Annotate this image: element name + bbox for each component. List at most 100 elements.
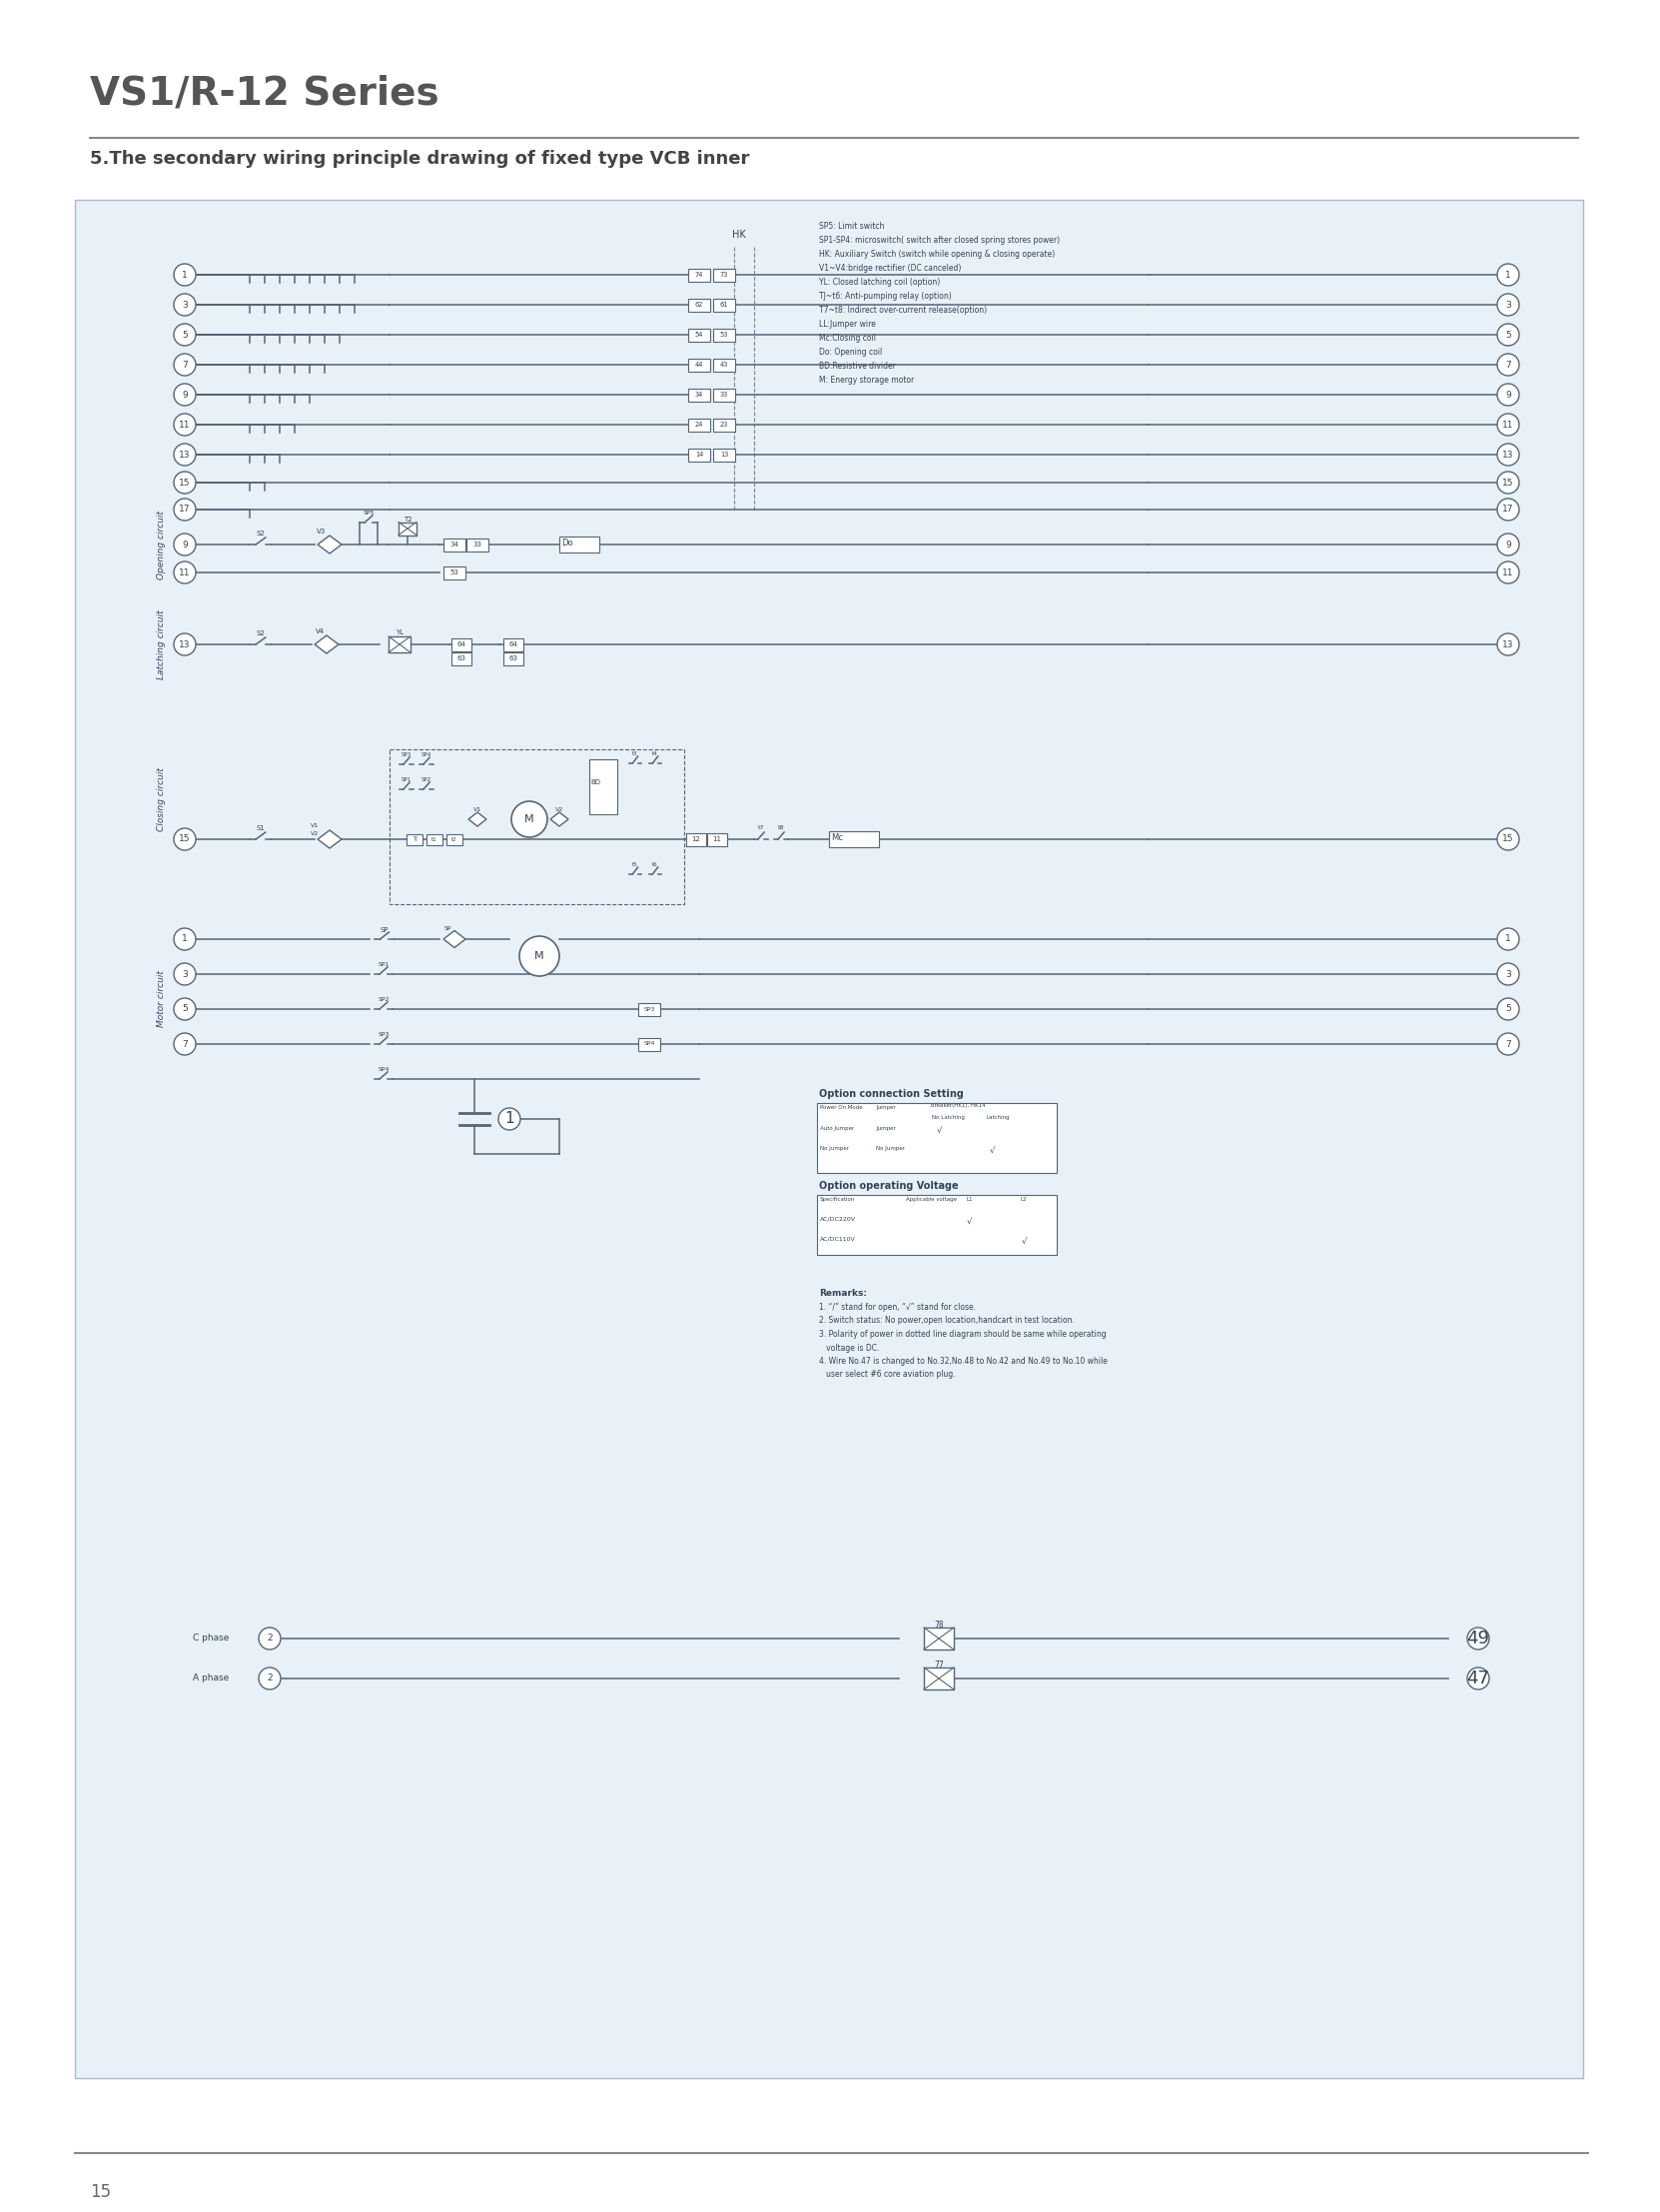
Circle shape bbox=[1497, 533, 1519, 555]
Text: 15: 15 bbox=[90, 2183, 111, 2201]
Text: 44: 44 bbox=[696, 363, 704, 367]
Circle shape bbox=[1467, 1668, 1489, 1690]
Text: √: √ bbox=[966, 1217, 973, 1225]
Text: 11: 11 bbox=[1502, 568, 1514, 577]
Text: BD:Resistive divider: BD:Resistive divider bbox=[818, 363, 896, 372]
Text: 15: 15 bbox=[179, 834, 191, 843]
Text: A phase: A phase bbox=[193, 1674, 229, 1683]
Text: TJ~t6: Anti-pumping relay (option): TJ~t6: Anti-pumping relay (option) bbox=[818, 292, 951, 301]
Text: M: Energy storage motor: M: Energy storage motor bbox=[818, 376, 915, 385]
Polygon shape bbox=[443, 931, 465, 947]
Text: 11: 11 bbox=[712, 836, 722, 843]
Text: 4. Wire No.47 is changed to No.32,No.48 to No.42 and No.49 to No.10 while: 4. Wire No.47 is changed to No.32,No.48 … bbox=[818, 1356, 1107, 1365]
Text: Mc: Mc bbox=[832, 834, 843, 843]
Text: 34: 34 bbox=[696, 392, 704, 398]
Text: SP: SP bbox=[443, 927, 452, 931]
Text: V1: V1 bbox=[473, 807, 481, 812]
Text: 43: 43 bbox=[720, 363, 729, 367]
Text: SP: SP bbox=[380, 927, 388, 933]
Text: Specification: Specification bbox=[820, 1197, 855, 1201]
Text: TJ: TJ bbox=[412, 836, 417, 843]
Text: 7: 7 bbox=[1506, 361, 1511, 369]
Text: 2. Switch status: No power,open location,handcart in test location.: 2. Switch status: No power,open location… bbox=[818, 1316, 1074, 1325]
Text: T7~t8: Indirect over-current release(option): T7~t8: Indirect over-current release(opt… bbox=[818, 305, 988, 314]
Text: 54: 54 bbox=[696, 332, 704, 338]
Text: 23: 23 bbox=[720, 422, 729, 427]
Circle shape bbox=[259, 1668, 281, 1690]
Text: Latching: Latching bbox=[986, 1115, 1009, 1119]
Text: 33: 33 bbox=[720, 392, 729, 398]
Text: 13: 13 bbox=[1502, 639, 1514, 648]
Text: M: M bbox=[525, 814, 535, 825]
Text: 9: 9 bbox=[183, 389, 188, 398]
Bar bbox=[503, 637, 523, 650]
Text: SP3: SP3 bbox=[402, 752, 412, 757]
Text: 3: 3 bbox=[1506, 301, 1511, 310]
Text: 2: 2 bbox=[267, 1635, 272, 1644]
Bar bbox=[925, 1668, 954, 1690]
Bar bbox=[452, 653, 471, 666]
Text: SP1-SP4: microswitch( switch after closed spring stores power): SP1-SP4: microswitch( switch after close… bbox=[818, 237, 1059, 246]
Bar bbox=[714, 268, 735, 281]
Text: 9: 9 bbox=[1506, 540, 1511, 549]
Circle shape bbox=[174, 498, 196, 520]
Text: S2: S2 bbox=[256, 531, 266, 538]
Circle shape bbox=[1497, 633, 1519, 655]
Text: 53: 53 bbox=[720, 332, 729, 338]
Bar bbox=[390, 750, 684, 905]
Text: 2: 2 bbox=[267, 1674, 272, 1683]
Text: 1: 1 bbox=[183, 270, 188, 279]
Text: V1: V1 bbox=[310, 823, 319, 827]
Bar bbox=[689, 327, 710, 341]
Text: 34: 34 bbox=[450, 542, 458, 549]
Bar bbox=[714, 299, 735, 312]
Text: voltage is DC.: voltage is DC. bbox=[818, 1343, 880, 1352]
Text: C phase: C phase bbox=[193, 1635, 229, 1644]
Text: t5: t5 bbox=[632, 863, 637, 867]
Circle shape bbox=[1497, 998, 1519, 1020]
Circle shape bbox=[174, 471, 196, 493]
Text: SP4: SP4 bbox=[422, 752, 432, 757]
Text: VS1/R-12 Series: VS1/R-12 Series bbox=[90, 75, 440, 113]
Circle shape bbox=[1497, 354, 1519, 376]
Text: 73: 73 bbox=[720, 272, 729, 279]
Text: Option connection Setting: Option connection Setting bbox=[818, 1088, 964, 1099]
Text: Power On Mode: Power On Mode bbox=[820, 1106, 863, 1110]
Text: 13: 13 bbox=[720, 451, 729, 458]
Text: 11: 11 bbox=[179, 420, 191, 429]
Bar bbox=[503, 653, 523, 666]
Text: 1: 1 bbox=[183, 936, 188, 945]
Circle shape bbox=[1497, 414, 1519, 436]
Circle shape bbox=[174, 263, 196, 285]
Text: Jumper: Jumper bbox=[876, 1106, 896, 1110]
Text: 12: 12 bbox=[692, 836, 701, 843]
Bar bbox=[447, 834, 463, 845]
Text: V4: V4 bbox=[315, 628, 324, 635]
Bar bbox=[714, 449, 735, 460]
Bar bbox=[714, 327, 735, 341]
Bar bbox=[925, 1628, 954, 1650]
Text: 11: 11 bbox=[1502, 420, 1514, 429]
Circle shape bbox=[174, 827, 196, 849]
Text: 5: 5 bbox=[183, 330, 188, 338]
Text: Remarks:: Remarks: bbox=[818, 1290, 867, 1298]
Text: 5.The secondary wiring principle drawing of fixed type VCB inner: 5.The secondary wiring principle drawing… bbox=[90, 150, 749, 168]
Bar bbox=[817, 1104, 1057, 1172]
Text: 64: 64 bbox=[510, 641, 518, 648]
Text: No Jumper: No Jumper bbox=[876, 1146, 905, 1150]
Polygon shape bbox=[317, 830, 342, 847]
Bar bbox=[714, 418, 735, 431]
Text: t4: t4 bbox=[652, 752, 657, 757]
Circle shape bbox=[174, 633, 196, 655]
Bar bbox=[689, 387, 710, 400]
Text: No Latching: No Latching bbox=[931, 1115, 964, 1119]
Text: t3: t3 bbox=[632, 752, 637, 757]
Text: 9: 9 bbox=[183, 540, 188, 549]
Text: 78: 78 bbox=[935, 1621, 943, 1630]
Circle shape bbox=[1467, 1628, 1489, 1650]
Text: YL: YL bbox=[395, 630, 403, 635]
Text: Jumper: Jumper bbox=[876, 1126, 896, 1130]
Text: Auto Jumper: Auto Jumper bbox=[820, 1126, 855, 1130]
Circle shape bbox=[1497, 498, 1519, 520]
Text: T2: T2 bbox=[403, 518, 412, 522]
